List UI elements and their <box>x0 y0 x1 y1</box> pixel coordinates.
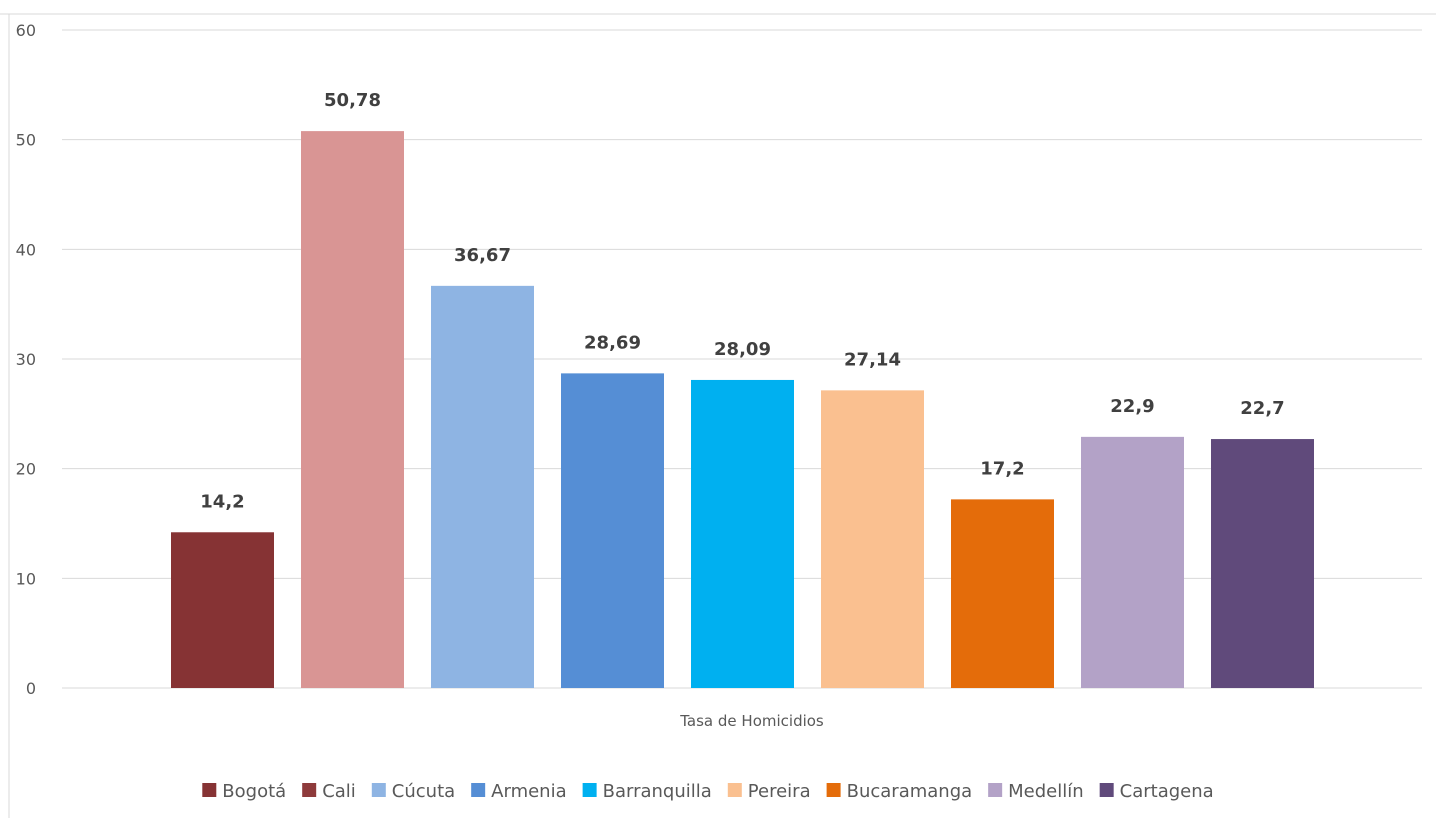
legend-swatch <box>471 783 486 797</box>
legend-item-armenia: Armenia <box>471 781 567 802</box>
legend-swatch <box>1099 783 1114 797</box>
bar-armenia <box>561 373 664 688</box>
bar-bucaramanga <box>951 499 1054 688</box>
bar-cartagena <box>1211 439 1314 688</box>
data-label-cali: 50,78 <box>324 90 381 111</box>
data-labels: 14,2 50,78 36,67 28,69 28,09 27,14 17,2 22,9 22,… <box>200 90 1284 512</box>
legend-swatch <box>302 783 317 797</box>
legend-label: Cartagena <box>1120 781 1214 802</box>
legend-label: Bucaramanga <box>847 781 973 802</box>
legend-item-medellín: Medellín <box>988 781 1084 802</box>
legend-item-cúcuta: Cúcuta <box>371 781 455 802</box>
legend-swatch <box>988 783 1003 797</box>
bar-cali <box>301 131 404 688</box>
data-label-barranquilla: 28,09 <box>714 339 771 360</box>
data-label-bogotá: 14,2 <box>200 491 244 512</box>
data-label-cúcuta: 36,67 <box>454 245 511 266</box>
legend-swatch <box>826 783 841 797</box>
legend-item-pereira: Pereira <box>727 781 811 802</box>
y-tick-label: 30 <box>16 350 36 369</box>
bars <box>171 131 1314 688</box>
legend-item-cali: Cali <box>302 781 356 802</box>
legend-swatch <box>371 783 386 797</box>
legend-item-bogotá: Bogotá <box>202 781 286 802</box>
y-tick-label: 40 <box>16 240 36 259</box>
legend-label: Armenia <box>491 781 566 802</box>
legend-item-cartagena: Cartagena <box>1099 781 1214 802</box>
data-label-armenia: 28,69 <box>584 332 641 353</box>
bar-barranquilla <box>691 379 794 688</box>
y-tick-label: 10 <box>16 569 36 588</box>
legend-swatch <box>202 783 217 797</box>
data-label-bucaramanga: 17,2 <box>980 458 1024 479</box>
data-label-cartagena: 22,7 <box>1240 398 1284 419</box>
y-tick-label: 0 <box>26 679 36 698</box>
legend-label: Pereira <box>748 781 811 802</box>
bar-pereira <box>821 390 924 688</box>
legend-swatch <box>582 783 597 797</box>
category-labels: Tasa de Homicidios <box>679 712 824 730</box>
legend-label: Medellín <box>1008 781 1084 802</box>
y-tick-label: 50 <box>16 131 36 150</box>
legend-label: Bogotá <box>222 781 286 802</box>
legend-label: Barranquilla <box>603 781 712 802</box>
legend-label: Cúcuta <box>392 781 455 802</box>
category-label: Tasa de Homicidios <box>679 712 824 730</box>
legend-item-bucaramanga: Bucaramanga <box>826 781 973 802</box>
legend-item-barranquilla: Barranquilla <box>582 781 712 802</box>
data-label-medellín: 22,9 <box>1110 396 1154 417</box>
bar-bogotá <box>171 532 274 688</box>
bar-medellín <box>1081 436 1184 688</box>
legend-swatch <box>727 783 742 797</box>
legend: Bogotá Cali Cúcuta Armenia Barranquilla Perei… <box>202 781 1214 802</box>
data-label-pereira: 27,14 <box>844 349 901 370</box>
y-tick-label: 60 <box>16 21 36 40</box>
y-tick-label: 20 <box>16 460 36 479</box>
bar-cúcuta <box>431 285 534 688</box>
legend-label: Cali <box>322 781 356 802</box>
y-axis-tick-labels: 0 10 20 30 40 50 60 <box>16 21 36 698</box>
